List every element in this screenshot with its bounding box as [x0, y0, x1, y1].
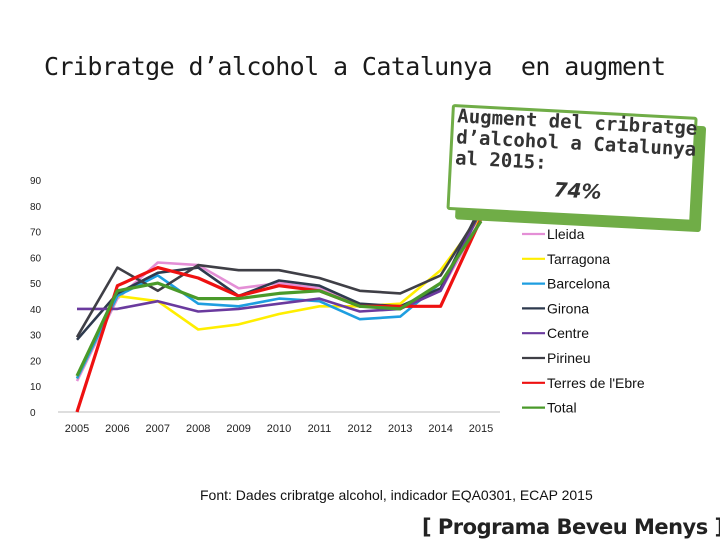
- legend-label-0: Lleida: [547, 226, 585, 242]
- top-band: [0, 0, 720, 28]
- y-tick-label: 0: [30, 408, 36, 419]
- x-tick-label: 2015: [469, 423, 493, 435]
- legend-label-2: Barcelona: [547, 276, 610, 292]
- legend: Lleida Tarragona Barcelona Girona Centre Piri…: [522, 226, 645, 416]
- axes: 0 10 20 30 40 50 60 70 80 90 2005 2006 2007 2008 2009 2…: [30, 176, 500, 435]
- source-note: Font: Dades cribratge alcohol, indicador…: [200, 487, 593, 503]
- legend-label-6: Terres de l'Ebre: [547, 375, 645, 391]
- series-line-1: [75, 215, 483, 380]
- x-tick-label: 2012: [348, 423, 372, 435]
- x-tick-label: 2005: [65, 423, 89, 435]
- x-tick-label: 2010: [267, 423, 291, 435]
- series-line-5: [75, 210, 483, 338]
- y-tick-label: 40: [30, 305, 42, 316]
- series-line-3: [76, 205, 483, 341]
- y-tick-label: 20: [30, 356, 42, 367]
- y-tick-label: 70: [30, 228, 42, 239]
- x-tick-label: 2008: [186, 423, 210, 435]
- x-tick-label: 2009: [226, 423, 250, 435]
- y-tick-label: 90: [30, 176, 42, 187]
- legend-label-3: Girona: [547, 300, 589, 316]
- y-tick-label: 50: [30, 279, 42, 290]
- y-tick-label: 80: [30, 202, 42, 213]
- page-title: Cribratge d’alcohol a Catalunya en augme…: [44, 52, 666, 81]
- legend-label-5: Pirineu: [547, 350, 591, 366]
- y-tick-label: 60: [30, 253, 42, 264]
- y-tick-label: 30: [30, 331, 42, 342]
- callout-value: 74%: [553, 177, 603, 204]
- series-line-7: [75, 220, 483, 377]
- callout-box: Augment del cribratge d’alcohol a Catalu…: [446, 104, 705, 227]
- x-tick-label: 2006: [105, 423, 129, 435]
- series-lines: [75, 205, 483, 413]
- x-tick-label: 2014: [428, 423, 452, 435]
- x-tick-label: 2011: [308, 423, 332, 435]
- brand-logo: [ Programa Beveu Menys ]: [422, 515, 720, 539]
- series-line-6: [75, 218, 483, 413]
- brand-bar: [412, 512, 720, 540]
- y-tick-label: 10: [30, 382, 42, 393]
- legend-label-1: Tarragona: [547, 251, 610, 267]
- legend-label-7: Total: [547, 400, 577, 416]
- x-tick-label: 2007: [146, 423, 170, 435]
- legend-label-4: Centre: [547, 325, 589, 341]
- callout-text: Augment del cribratge d’alcohol a Catalu…: [454, 105, 698, 175]
- series-line-4: [77, 210, 483, 313]
- x-tick-label: 2013: [388, 423, 412, 435]
